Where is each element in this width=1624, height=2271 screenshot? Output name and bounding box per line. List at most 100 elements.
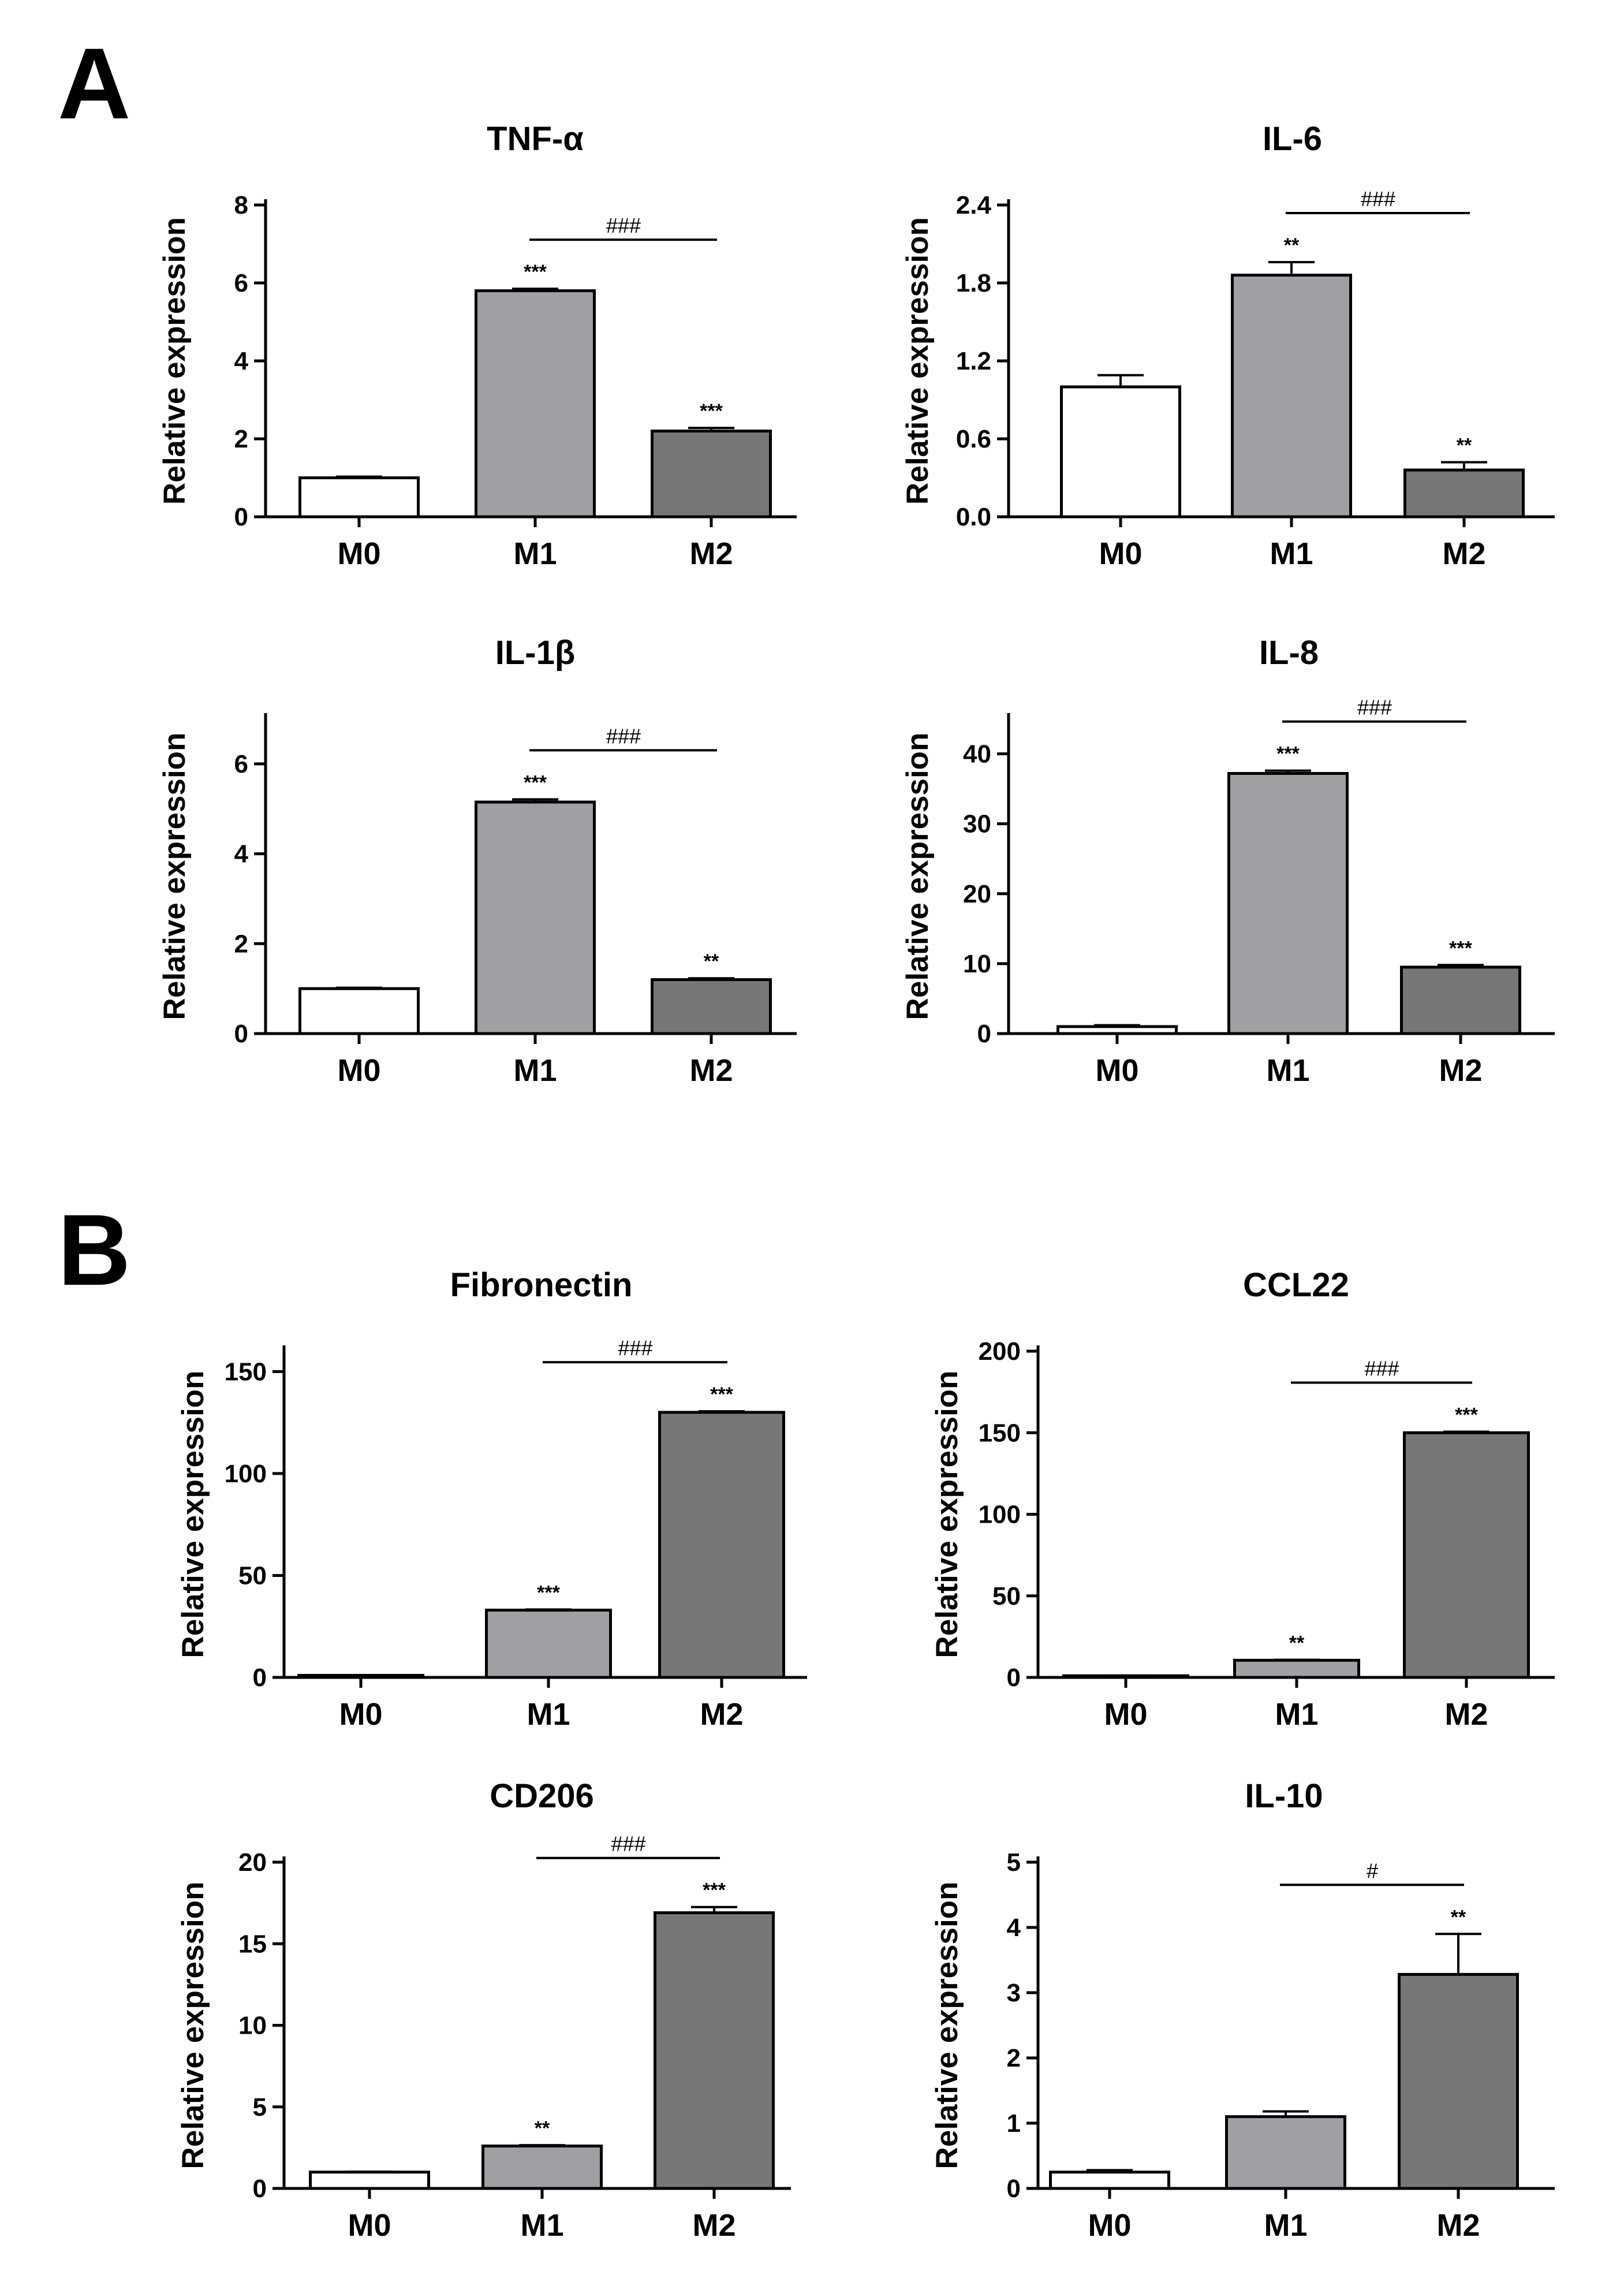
x-tick-label: M0 [337, 536, 380, 571]
bar-m1 [475, 289, 596, 519]
x-tick-label: M0 [348, 2208, 391, 2243]
y-tick-label: 0.0 [956, 503, 991, 531]
y-axis-label: Relative expression [176, 1371, 210, 1658]
significance-label: *** [1455, 1404, 1478, 1426]
significance-label: *** [1276, 743, 1300, 765]
x-tick-label: M1 [1270, 536, 1313, 571]
chart-title: IL-6 [1263, 120, 1322, 158]
y-tick-label: 20 [963, 880, 991, 908]
significance-label: ** [1284, 234, 1300, 256]
significance-label: ** [704, 950, 719, 972]
y-tick-label: 30 [963, 810, 991, 838]
x-tick-label: M2 [1442, 536, 1485, 571]
y-axis-label: Relative expression [901, 217, 935, 505]
y-tick-label: 4 [234, 840, 249, 868]
x-tick-label: M1 [1266, 1053, 1309, 1088]
bar-m2 [654, 1911, 775, 2190]
y-axis-label: Relative expression [176, 1882, 210, 2169]
y-tick-label: 15 [238, 1930, 267, 1958]
bar-m0 [1056, 1025, 1178, 1035]
comparison-label: ### [611, 1832, 646, 1856]
bar-m1 [1231, 274, 1352, 519]
chart-6: CCL22 Relative expression 0 50 100 150 200 M0 M1… [930, 1266, 1555, 1732]
y-tick-label: 4 [234, 347, 249, 375]
y-tick-label: 200 [979, 1337, 1021, 1366]
y-tick-label: 50 [238, 1561, 267, 1590]
chart-title: IL-1β [495, 634, 576, 672]
x-tick-label: M1 [527, 1697, 570, 1732]
chart-3: IL-1β Relative expression 0 2 4 6 M0 M1 *** M2 ** #… [158, 634, 797, 1088]
bar-m2 [1400, 965, 1521, 1035]
chart-4: IL-8 Relative expression 0 10 20 30 40 M0 M1 *** M… [901, 634, 1555, 1088]
y-axis-label: Relative expression [158, 733, 192, 1020]
comparison-label: ### [606, 214, 641, 237]
x-tick-label: M2 [689, 536, 733, 571]
y-tick-label: 6 [234, 750, 248, 778]
bar-m2 [1398, 1972, 1519, 2190]
bar-m0 [298, 476, 420, 519]
panel-label-a: A [58, 28, 130, 140]
bar-m2 [1403, 1431, 1530, 1679]
bar-m0 [297, 1673, 424, 1679]
x-tick-label: M0 [1095, 1053, 1138, 1088]
y-tick-label: 0 [977, 1020, 991, 1048]
bar-m1 [481, 2145, 603, 2190]
comparison-label: ### [1364, 1357, 1399, 1381]
x-tick-label: M2 [1444, 1697, 1488, 1732]
chart-7: CD206 Relative expression 0 5 10 15 20 M0 M1 ** M2… [176, 1777, 791, 2243]
chart-title: Fibronectin [450, 1266, 633, 1304]
y-tick-label: 50 [992, 1582, 1021, 1610]
bar-m2 [658, 1411, 785, 1679]
y-tick-label: 8 [234, 191, 248, 219]
x-tick-label: M0 [337, 1053, 380, 1088]
bar-m2 [651, 978, 772, 1035]
bar-m2 [651, 430, 772, 519]
y-tick-label: 0 [253, 2175, 267, 2203]
chart-title: CD206 [490, 1777, 594, 1815]
y-tick-label: 0 [1007, 1664, 1021, 1692]
y-tick-label: 5 [1007, 1848, 1021, 1877]
bar-m1 [1225, 2115, 1346, 2190]
significance-label: ** [1451, 1906, 1466, 1928]
x-tick-label: M2 [1439, 1053, 1482, 1088]
x-tick-label: M0 [339, 1697, 382, 1732]
y-tick-label: 20 [238, 1848, 267, 1877]
y-tick-label: 4 [1007, 1914, 1021, 1942]
y-tick-label: 0 [234, 503, 248, 531]
y-axis-label: Relative expression [158, 217, 192, 505]
bar-m1 [475, 800, 596, 1035]
significance-label: *** [710, 1384, 733, 1405]
x-tick-label: M0 [1104, 1697, 1147, 1732]
y-tick-label: 150 [979, 1419, 1021, 1447]
y-axis-label: Relative expression [930, 1882, 964, 2169]
comparison-label: ### [606, 724, 641, 748]
y-tick-label: 0 [253, 1664, 267, 1692]
chart-2: IL-6 Relative expression 0.0 0.6 1.2 1.8 2.4 M0… [901, 120, 1555, 571]
y-tick-label: 100 [979, 1501, 1021, 1529]
bar-m0 [1049, 2171, 1170, 2190]
y-tick-label: 10 [963, 950, 991, 978]
y-tick-label: 0 [234, 1020, 248, 1048]
bar-m0 [298, 987, 420, 1035]
x-tick-label: M1 [513, 1053, 557, 1088]
x-tick-label: M0 [1088, 2208, 1131, 2243]
y-axis-label: Relative expression [930, 1371, 964, 1658]
y-tick-label: 1.8 [956, 269, 991, 297]
significance-label: *** [537, 1582, 560, 1604]
x-tick-label: M2 [1436, 2208, 1480, 2243]
bar-m0 [1060, 385, 1181, 519]
y-tick-label: 3 [1007, 1979, 1021, 2007]
chart-1: TNF-α Relative expression 0 2 4 6 8 M0 M1 *** M2 **… [158, 120, 797, 571]
charts-group: TNF-α Relative expression 0 2 4 6 8 M0 M1 *** M2 **… [158, 120, 1555, 2243]
significance-label: ** [1289, 1632, 1305, 1654]
x-tick-label: M2 [692, 2208, 736, 2243]
bar-m1 [485, 1608, 612, 1679]
significance-label: *** [700, 400, 723, 422]
y-tick-label: 2.4 [956, 191, 992, 219]
bar-m2 [1403, 468, 1525, 519]
comparison-label: ### [618, 1336, 653, 1360]
chart-title: TNF-α [487, 120, 584, 158]
y-tick-label: 150 [225, 1358, 267, 1386]
panel-label-b: B [58, 1194, 130, 1307]
chart-title: CCL22 [1243, 1266, 1349, 1304]
